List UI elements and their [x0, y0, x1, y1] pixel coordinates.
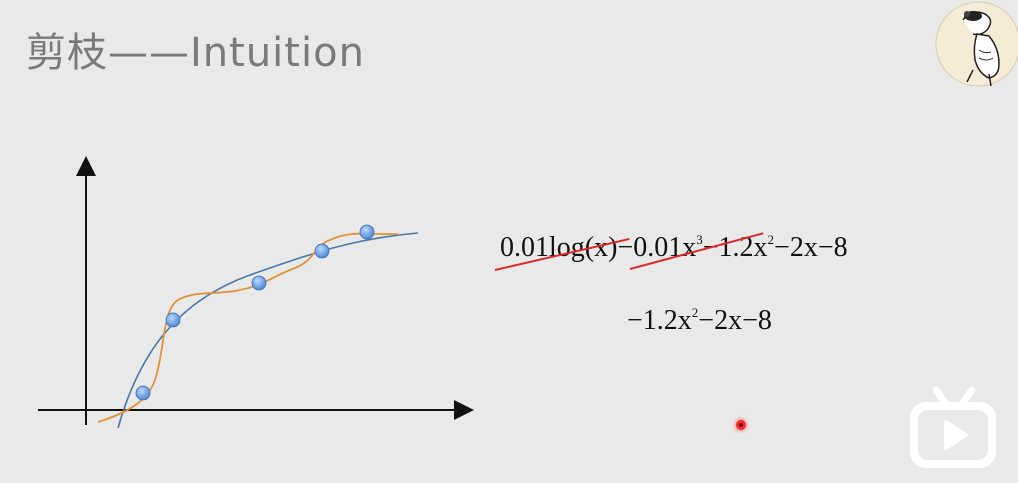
eq-term-tail: −2x−8 — [774, 232, 848, 263]
eq-op: − — [617, 232, 634, 263]
curve-fitting-plot — [38, 156, 474, 429]
data-point — [314, 243, 330, 259]
bilibili-tv-icon — [910, 386, 996, 468]
eq-term-log: 0.01log(x) — [500, 232, 618, 263]
data-point — [135, 385, 151, 401]
laser-pointer-dot — [736, 420, 746, 430]
eq-exponent: 2 — [767, 231, 775, 247]
smooth-fit-curve — [117, 232, 419, 429]
eq-exponent: 3 — [696, 231, 703, 247]
overfit-curve — [97, 232, 399, 423]
data-point — [165, 312, 181, 328]
full-polynomial-equation: 0.01log(x)−0.01x3−1.2x2−2x−8 — [500, 232, 848, 264]
pruned-polynomial-equation: −1.2x2−2x−8 — [627, 305, 772, 337]
eq-term-quadratic: −1.2x — [627, 305, 692, 336]
avatar — [935, 1, 1018, 87]
slide-title: 剪枝——Intuition — [26, 30, 365, 76]
data-point — [251, 275, 267, 291]
eq-term-tail: −2x−8 — [698, 305, 772, 336]
eq-exponent: 2 — [691, 304, 699, 320]
data-point — [359, 224, 375, 240]
